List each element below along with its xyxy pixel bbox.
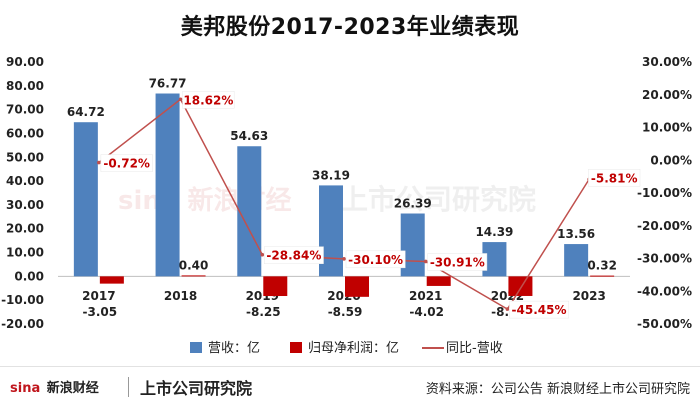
y-left-tick-label: 10.00 — [6, 246, 44, 260]
net-profit-data-label: 0.32 — [587, 259, 617, 273]
x-tick-label: 2023 — [572, 289, 605, 303]
net-profit-data-label: 0.40 — [179, 258, 209, 272]
revenue-bar — [564, 244, 589, 277]
axes-layer: 90.00 80.00 70.00 60.00 50.00 40.00 30.00 20.00… — [1, 55, 692, 331]
legend-label: 同比-营收 — [446, 341, 503, 356]
net-profit-data-label: -8.25 — [246, 305, 281, 319]
revenue-data-label: 38.19 — [312, 168, 350, 182]
yoy-point — [97, 160, 101, 165]
net-profit-bar — [99, 276, 124, 284]
footer: sina 新浪财经 上市公司研究院 资料来源：公司公告 新浪财经上市公司研究院 — [0, 366, 700, 407]
yoy-label-box — [100, 154, 153, 172]
yoy-data-label: 18.62% — [183, 93, 233, 107]
footer-divider — [128, 377, 129, 397]
y-right-tick-label: -10.00% — [637, 186, 692, 200]
revenue-bar — [155, 93, 180, 277]
net-profit-bar — [263, 276, 288, 297]
legend-label: 归母净利润：亿 — [308, 341, 399, 356]
revenue-data-label: 26.39 — [394, 197, 432, 211]
net-profit-bar — [345, 276, 369, 297]
y-left-tick-label: -20.00 — [1, 317, 44, 331]
net-profit-data-label: -4.02 — [409, 305, 444, 319]
y-right-tick-label: -20.00% — [637, 219, 692, 233]
bars-layer — [73, 93, 615, 297]
y-right-tick-label: 10.00% — [642, 121, 692, 135]
sina-logo-text: sina — [10, 381, 41, 396]
yoy-point — [505, 307, 510, 311]
yoy-label-box — [509, 300, 569, 319]
legend-swatch — [290, 342, 302, 353]
net-profit-bar — [181, 275, 206, 277]
y-left-tick-label: 70.00 — [6, 103, 44, 117]
revenue-data-label: 54.63 — [230, 129, 268, 143]
y-right-tick-label: 0.00% — [650, 153, 692, 167]
y-right-tick-label: -50.00% — [637, 317, 692, 331]
revenue-data-label: 14.39 — [475, 225, 513, 239]
chart-title: 美邦股份2017-2023年业绩表现 — [180, 15, 520, 40]
sina-logo-cn: 新浪财经 — [46, 381, 99, 396]
chart-plot: 90.00 80.00 70.00 60.00 50.00 40.00 30.00 20.00… — [1, 55, 692, 356]
legend-layer: 营收：亿 归母净利润：亿 同比-营收 — [190, 341, 503, 356]
net-profit-bar — [590, 275, 615, 277]
x-tick-label: 2017 — [82, 289, 115, 303]
yoy-label-box — [427, 253, 488, 271]
legend-label: 营收：亿 — [208, 341, 260, 356]
revenue-data-label: 64.72 — [67, 105, 105, 119]
yoy-label-box — [345, 250, 406, 269]
x-tick-label: 2021 — [409, 289, 442, 303]
y-left-tick-label: 0.00 — [14, 269, 44, 283]
legend-swatch — [190, 342, 202, 353]
yoy-point — [423, 259, 428, 264]
yoy-data-label: -5.81% — [591, 171, 638, 185]
yoy-data-label: -45.45% — [512, 303, 567, 317]
chart-title-bar: 美邦股份2017-2023年业绩表现 — [0, 0, 700, 50]
yoy-point — [178, 97, 183, 102]
yoy-data-label: -30.10% — [348, 253, 403, 267]
net-profit-data-label: -3.05 — [83, 305, 118, 319]
yoy-label-box — [182, 91, 235, 109]
net-profit-bar — [508, 276, 533, 296]
y-left-tick-label: 40.00 — [6, 174, 44, 188]
y-right-tick-label: 30.00% — [642, 55, 692, 69]
yoy-label-box — [264, 246, 324, 264]
y-left-tick-label: 20.00 — [6, 222, 44, 236]
yoy-data-label: -28.84% — [266, 249, 321, 263]
y-left-tick-label: 50.00 — [6, 150, 44, 164]
y-right-tick-label: 20.00% — [642, 88, 692, 102]
y-left-tick-label: 30.00 — [6, 198, 44, 212]
data-source-note: 资料来源：公司公告 新浪财经上市公司研究院 — [425, 382, 690, 397]
yoy-data-label: -0.72% — [103, 157, 150, 171]
y-left-tick-label: 80.00 — [6, 79, 44, 93]
x-tick-label: 2018 — [164, 289, 197, 303]
net-profit-bar — [426, 276, 451, 286]
sina-logo: sina 新浪财经 — [10, 377, 99, 396]
y-right-tick-label: -30.00% — [637, 252, 692, 266]
yoy-point — [260, 252, 265, 257]
y-right-tick-label: -40.00% — [637, 284, 692, 298]
revenue-data-label: 13.56 — [557, 227, 595, 241]
labels-layer: 64.72 76.77 54.63 38.19 26.39 14.39 13.56 -3.05… — [67, 77, 641, 319]
y-left-tick-label: 60.00 — [6, 126, 44, 140]
yoy-point — [342, 257, 346, 261]
yoy-label-box — [588, 169, 641, 187]
revenue-bar — [73, 122, 98, 277]
institute-logo: 上市公司研究院 — [140, 379, 253, 398]
yoy-data-label: -30.91% — [430, 255, 485, 269]
y-left-tick-label: 90.00 — [6, 55, 44, 69]
revenue-bar — [237, 146, 262, 277]
net-profit-data-label: -8.59 — [328, 305, 363, 319]
revenue-data-label: 76.77 — [149, 77, 187, 91]
y-left-tick-label: -10.00 — [1, 293, 44, 307]
